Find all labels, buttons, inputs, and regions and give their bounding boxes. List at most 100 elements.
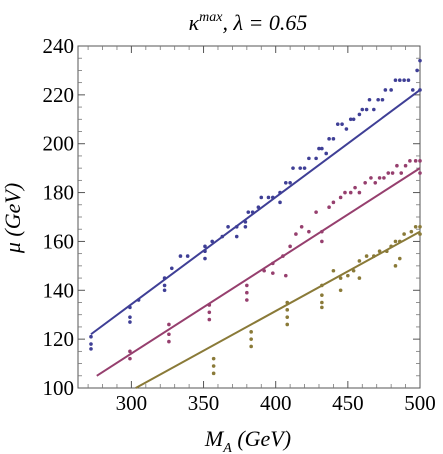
series-0-point <box>283 181 288 185</box>
fit-line-0 <box>90 89 421 336</box>
series-1-point <box>373 181 378 185</box>
x-tick-label-350: 350 <box>188 391 220 415</box>
series-1-point <box>207 310 212 315</box>
series-2-point <box>211 356 216 361</box>
series-2-point <box>397 256 402 261</box>
series-0-point <box>203 256 207 261</box>
series-0-point <box>288 181 292 185</box>
x-tick-label-450: 450 <box>332 391 364 415</box>
series-0-point <box>397 78 402 82</box>
series-0-point <box>128 315 132 319</box>
series-1-point <box>128 356 132 361</box>
series-1-point <box>408 159 412 163</box>
plot-area: 300 350 400 450 500 100 120 140 160 180 200 220 240 <box>43 34 436 415</box>
x-axis-title: MA (GeV) <box>204 426 291 454</box>
series-0-point <box>162 283 167 288</box>
series-0-point <box>89 342 93 346</box>
series-0-point <box>234 234 239 239</box>
series-2-point <box>418 224 422 229</box>
series-1-point <box>331 200 336 205</box>
y-tick-label-180: 180 <box>43 181 75 205</box>
series-1-point <box>128 349 132 354</box>
series-2-point <box>285 315 290 319</box>
series-0-point <box>314 156 318 161</box>
series-0-point <box>302 166 307 170</box>
series-0-point <box>307 156 311 161</box>
series-1-point <box>167 322 171 327</box>
series-0-point <box>393 78 398 82</box>
series-2-point <box>249 330 253 334</box>
y-tick-label-200: 200 <box>43 132 75 156</box>
series-0-point <box>327 137 331 141</box>
series-0-point <box>376 97 380 102</box>
series-0-point <box>203 244 207 249</box>
series-1-point <box>399 171 404 175</box>
y-tick-label-240: 240 <box>43 34 75 58</box>
series-1-point <box>395 163 399 168</box>
series-1-point <box>413 159 418 163</box>
x-tick-label-300: 300 <box>116 391 148 415</box>
x-tick-label-400: 400 <box>260 391 292 415</box>
series-1-point <box>294 232 298 236</box>
y-tick-label-220: 220 <box>43 83 75 107</box>
series-1-point <box>357 190 362 195</box>
series-1-point <box>327 205 331 210</box>
series-0-point <box>317 146 321 151</box>
x-tick-label-500: 500 <box>404 391 436 415</box>
series-2-point <box>351 268 356 273</box>
series-1-point <box>245 283 249 288</box>
series-1-point <box>418 159 422 163</box>
series-0-point <box>298 166 303 170</box>
series-1-point <box>207 317 212 322</box>
series-1-point <box>418 171 422 175</box>
series-1-point <box>403 163 408 168</box>
series-0-point <box>243 224 248 229</box>
series-2-point <box>393 264 398 268</box>
series-0-point <box>89 334 93 339</box>
y-tick-label-100: 100 <box>43 376 75 400</box>
series-2-point <box>211 364 216 368</box>
series-1-point <box>369 176 373 180</box>
series-1-point <box>167 339 171 344</box>
series-0-point <box>351 117 356 122</box>
series-1-point <box>348 190 353 195</box>
series-2-point <box>285 322 290 327</box>
y-tick-label-120: 120 <box>43 327 75 351</box>
series-0-point <box>348 117 353 122</box>
title-main: κ <box>189 10 200 35</box>
series-0-point <box>266 195 271 200</box>
series-0-point <box>364 107 369 112</box>
series-0-point <box>331 137 336 141</box>
series-0-point <box>324 151 329 156</box>
series-1-point <box>343 190 347 195</box>
series-1-point <box>386 171 391 175</box>
series-0-point <box>340 122 344 126</box>
series-1-point <box>167 332 171 337</box>
chart-title: κmax, λ = 0.65 <box>189 10 308 35</box>
series-1-point <box>363 181 367 185</box>
series-0-point <box>357 112 362 117</box>
series-0-point <box>128 320 132 324</box>
series-2-point <box>338 288 343 293</box>
y-axis-title: μ (GeV) <box>0 183 25 254</box>
series-2-point <box>338 276 343 280</box>
y-tick-label-140: 140 <box>43 278 75 302</box>
series-1-point <box>377 176 382 180</box>
xlabel-main: M <box>204 426 225 451</box>
series-0-point <box>246 210 251 214</box>
series-1-point <box>338 195 343 200</box>
series-2-point <box>357 259 362 263</box>
series-0-point <box>344 127 349 131</box>
y-tick-label-160: 160 <box>43 229 75 253</box>
series-1-point <box>320 239 324 244</box>
series-2-point <box>320 293 324 297</box>
series-0-point <box>410 88 415 92</box>
series-1-point <box>314 210 318 214</box>
series-0-point <box>210 239 215 244</box>
series-1-point <box>299 224 304 229</box>
series-0-point <box>226 224 230 229</box>
series-0-point <box>367 97 372 102</box>
series-2-point <box>393 239 398 244</box>
series-0-point <box>178 254 183 258</box>
